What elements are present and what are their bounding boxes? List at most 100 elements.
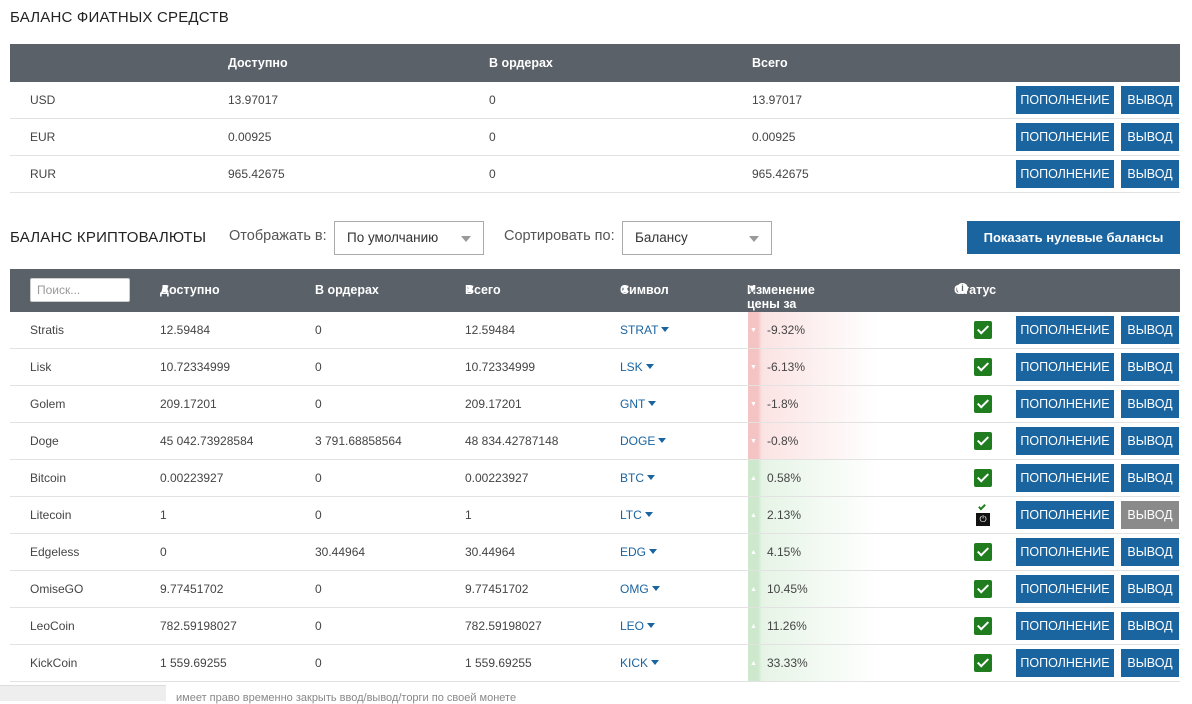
withdraw-button[interactable]: ВЫВОД bbox=[1121, 501, 1179, 529]
caret-down-icon bbox=[648, 401, 657, 406]
symbol-dropdown[interactable]: LEO bbox=[620, 608, 656, 645]
total-value: 0.00223927 bbox=[465, 471, 529, 485]
deposit-button[interactable]: ПОПОЛНЕНИЕ bbox=[1016, 390, 1114, 418]
change-value: 4.15% bbox=[767, 545, 802, 559]
symbol-dropdown[interactable]: OMG bbox=[620, 571, 660, 608]
symbol-label: LEO bbox=[620, 619, 645, 633]
withdraw-button[interactable]: ВЫВОД bbox=[1121, 86, 1179, 114]
deposit-button[interactable]: ПОПОЛНЕНИЕ bbox=[1016, 464, 1114, 492]
in-orders-value: 30.44964 bbox=[315, 545, 366, 559]
fiat-row: USD 13.97017 0 13.97017 ПОПОЛНЕНИЕ ВЫВОД bbox=[10, 82, 1180, 119]
crypto-row: Bitcoin 0.00223927 0 0.00223927 BTC ▲ 0.58% ПОП… bbox=[10, 460, 1180, 497]
coin-name: LeoCoin bbox=[30, 619, 75, 633]
sort-by-value: Балансу bbox=[635, 230, 688, 245]
deposit-button[interactable]: ПОПОЛНЕНИЕ bbox=[1016, 538, 1114, 566]
trend-up-icon: ▲ bbox=[750, 623, 757, 630]
maintenance-status-icon: ⏻ bbox=[976, 502, 990, 527]
available-value: 10.72334999 bbox=[160, 360, 231, 374]
withdraw-button[interactable]: ВЫВОД bbox=[1121, 160, 1179, 188]
withdraw-button[interactable]: ВЫВОД bbox=[1121, 612, 1179, 640]
crypto-row: KickCoin 1 559.69255 0 1 559.69255 KICK ▲ 33.3… bbox=[10, 645, 1180, 682]
available-value: 0.00925 bbox=[228, 130, 272, 144]
crypto-header-in-orders: В ордерах bbox=[315, 283, 379, 297]
deposit-button[interactable]: ПОПОЛНЕНИЕ bbox=[1016, 612, 1114, 640]
withdraw-button[interactable]: ВЫВОД bbox=[1121, 353, 1179, 381]
symbol-label: LTC bbox=[620, 508, 642, 522]
crypto-header-total-label: Всего bbox=[465, 283, 501, 297]
crypto-balance-title: БАЛАНС КРИПТОВАЛЮТЫ bbox=[10, 229, 207, 246]
fiat-row: RUR 965.42675 0 965.42675 ПОПОЛНЕНИЕ ВЫВОД bbox=[10, 156, 1180, 193]
sort-by-select[interactable]: Балансу bbox=[622, 221, 772, 255]
withdraw-button[interactable]: ВЫВОД bbox=[1121, 390, 1179, 418]
chevron-down-icon bbox=[461, 236, 471, 242]
fiat-row: EUR 0.00925 0 0.00925 ПОПОЛНЕНИЕ ВЫВОД bbox=[10, 119, 1180, 156]
deposit-button[interactable]: ПОПОЛНЕНИЕ bbox=[1016, 123, 1114, 151]
withdraw-button[interactable]: ВЫВОД bbox=[1121, 427, 1179, 455]
available-value: 13.97017 bbox=[228, 93, 279, 107]
total-value: 30.44964 bbox=[465, 545, 516, 559]
deposit-button[interactable]: ПОПОЛНЕНИЕ bbox=[1016, 160, 1114, 188]
available-value: 965.42675 bbox=[228, 167, 285, 181]
withdraw-button[interactable]: ВЫВОД bbox=[1121, 316, 1179, 344]
trend-down-icon: ▼ bbox=[750, 327, 757, 334]
deposit-button[interactable]: ПОПОЛНЕНИЕ bbox=[1016, 575, 1114, 603]
change-indicator bbox=[748, 312, 878, 348]
trend-up-icon: ▲ bbox=[750, 512, 757, 519]
total-value: 13.97017 bbox=[752, 93, 803, 107]
symbol-dropdown[interactable]: KICK bbox=[620, 645, 660, 682]
symbol-dropdown[interactable]: LSK bbox=[620, 349, 654, 386]
coin-name: Stratis bbox=[30, 323, 65, 337]
symbol-label: EDG bbox=[620, 545, 647, 559]
info-circle-icon[interactable]: i bbox=[957, 283, 968, 294]
symbol-dropdown[interactable]: BTC bbox=[620, 460, 655, 497]
withdraw-button[interactable]: ВЫВОД bbox=[1121, 464, 1179, 492]
caret-down-icon bbox=[651, 660, 660, 665]
show-zero-balances-button[interactable]: Показать нулевые балансы bbox=[967, 221, 1180, 254]
deposit-button[interactable]: ПОПОЛНЕНИЕ bbox=[1016, 649, 1114, 677]
in-orders-value: 0 bbox=[315, 323, 322, 337]
deposit-button[interactable]: ПОПОЛНЕНИЕ bbox=[1016, 427, 1114, 455]
total-value: 1 559.69255 bbox=[465, 656, 532, 670]
search-input[interactable] bbox=[30, 278, 130, 302]
footer-scrollbar[interactable] bbox=[0, 685, 166, 701]
check-square-icon bbox=[974, 321, 992, 339]
coin-name: KickCoin bbox=[30, 656, 78, 670]
symbol-dropdown[interactable]: STRAT bbox=[620, 312, 670, 349]
available-value: 1 559.69255 bbox=[160, 656, 227, 670]
coin-name: Litecoin bbox=[30, 508, 72, 522]
caret-down-icon bbox=[658, 438, 667, 443]
fiat-table-header: Доступно В ордерах Всего bbox=[10, 44, 1180, 82]
symbol-dropdown[interactable]: LTC bbox=[620, 497, 653, 534]
trend-up-icon: ▲ bbox=[750, 660, 757, 667]
deposit-button[interactable]: ПОПОЛНЕНИЕ bbox=[1016, 316, 1114, 344]
caret-down-icon bbox=[661, 327, 670, 332]
deposit-button[interactable]: ПОПОЛНЕНИЕ bbox=[1016, 353, 1114, 381]
fiat-header-available: Доступно bbox=[228, 56, 288, 70]
withdraw-button[interactable]: ВЫВОД bbox=[1121, 649, 1179, 677]
crypto-row: LeoCoin 782.59198027 0 782.59198027 LEO ▲ 11.2… bbox=[10, 608, 1180, 645]
check-square-icon bbox=[974, 432, 992, 450]
power-icon: ⏻ bbox=[976, 513, 990, 526]
in-orders-value: 0 bbox=[315, 508, 322, 522]
change-indicator bbox=[748, 423, 878, 459]
coin-name: Golem bbox=[30, 397, 66, 411]
withdraw-button[interactable]: ВЫВОД bbox=[1121, 123, 1179, 151]
crypto-row: Lisk 10.72334999 0 10.72334999 LSK ▼ -6.13% ПОП… bbox=[10, 349, 1180, 386]
sort-up-icon: ▲ bbox=[160, 283, 171, 295]
display-in-select[interactable]: По умолчанию bbox=[334, 221, 484, 255]
symbol-dropdown[interactable]: GNT bbox=[620, 386, 657, 423]
symbol-label: BTC bbox=[620, 471, 644, 485]
symbol-dropdown[interactable]: DOGE bbox=[620, 423, 667, 460]
deposit-button[interactable]: ПОПОЛНЕНИЕ bbox=[1016, 501, 1114, 529]
symbol-dropdown[interactable]: EDG bbox=[620, 534, 658, 571]
change-indicator bbox=[748, 571, 878, 607]
display-in-label: Отображать в: bbox=[229, 228, 327, 244]
withdraw-button[interactable]: ВЫВОД bbox=[1121, 538, 1179, 566]
withdraw-button[interactable]: ВЫВОД bbox=[1121, 575, 1179, 603]
sort-down-icon: ▼ bbox=[620, 283, 631, 295]
deposit-button[interactable]: ПОПОЛНЕНИЕ bbox=[1016, 86, 1114, 114]
coin-name: Lisk bbox=[30, 360, 52, 374]
crypto-table-header: Доступно ▲▼ В ордерах Всего ▲▼ Символ ▲▼… bbox=[10, 269, 1180, 325]
caret-down-icon bbox=[649, 549, 658, 554]
available-value: 9.77451702 bbox=[160, 582, 224, 596]
